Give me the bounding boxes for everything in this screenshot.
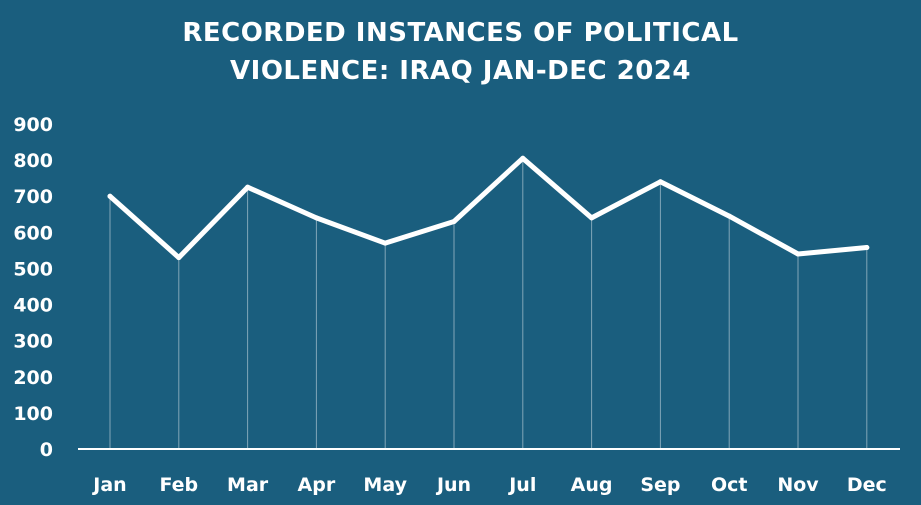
y-tick-label: 900 — [13, 114, 53, 136]
y-tick-label: 600 — [13, 222, 53, 244]
data-point — [107, 193, 113, 199]
x-tick-label: Nov — [777, 474, 819, 496]
x-tick-label: Feb — [159, 474, 198, 496]
x-tick-label: Mar — [227, 474, 269, 496]
data-point — [657, 179, 663, 185]
data-point — [795, 251, 801, 257]
y-tick-label: 400 — [13, 295, 53, 317]
y-tick-label: 200 — [13, 367, 53, 389]
data-point — [589, 215, 595, 221]
y-tick-label: 100 — [13, 403, 53, 425]
data-point — [864, 245, 870, 250]
chart-title-line-1: RECORDED INSTANCES OF POLITICAL — [182, 18, 739, 48]
data-point — [313, 215, 319, 221]
x-tick-label: Jun — [435, 474, 471, 496]
data-points — [107, 155, 870, 261]
y-axis-tick-labels: 0 100 200 300 400 500 600 700 800 900 — [13, 114, 53, 461]
y-tick-label: 700 — [13, 186, 53, 208]
x-axis-tick-labels: Jan Feb Mar Apr May Jun Jul Aug Sep Oct Nov Dec — [91, 474, 886, 496]
x-tick-label: Jul — [507, 474, 536, 496]
y-tick-label: 300 — [13, 331, 53, 353]
x-tick-label: Oct — [711, 474, 748, 496]
data-point — [451, 219, 457, 224]
series-line — [107, 155, 870, 261]
x-tick-label: Jan — [91, 474, 126, 496]
data-point — [176, 255, 182, 261]
y-tick-label: 0 — [40, 439, 53, 461]
x-tick-label: Aug — [571, 474, 613, 496]
data-point — [245, 184, 251, 190]
chart-title: RECORDED INSTANCES OF POLITICAL VIOLENCE… — [0, 14, 921, 90]
drop-lines — [109, 158, 868, 449]
y-tick-label: 500 — [13, 258, 53, 280]
x-tick-label: Dec — [847, 474, 887, 496]
y-tick-label: 800 — [13, 150, 53, 172]
x-tick-label: Sep — [640, 474, 680, 496]
x-tick-label: May — [363, 474, 407, 496]
data-point — [520, 155, 526, 161]
data-point — [726, 213, 732, 219]
x-tick-label: Apr — [298, 474, 336, 496]
chart-title-line-2: VIOLENCE: IRAQ JAN-DEC 2024 — [230, 56, 691, 86]
data-point — [382, 240, 388, 246]
